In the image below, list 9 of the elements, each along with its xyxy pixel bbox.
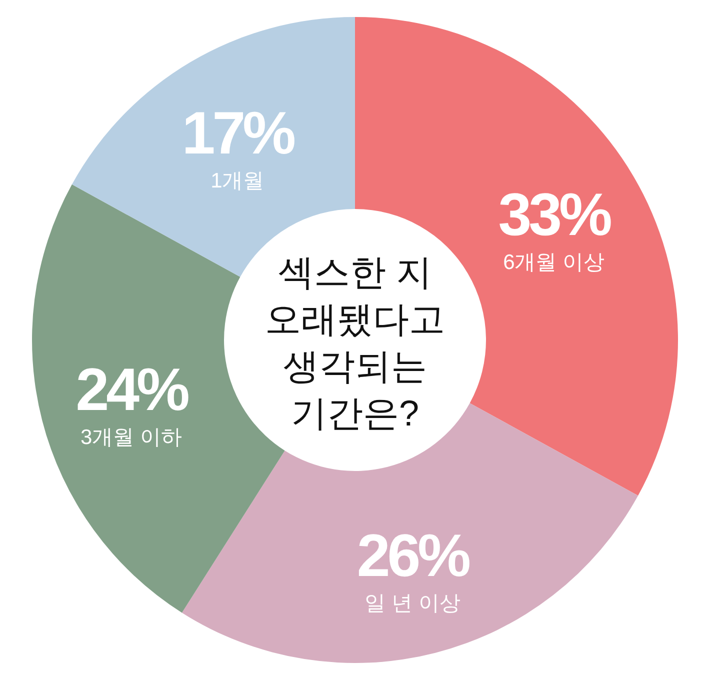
data-label: 26% bbox=[356, 522, 470, 590]
data-label: 33% bbox=[498, 180, 612, 248]
slice-label: 1개월 bbox=[210, 170, 264, 193]
text: 섹스한 지 오래됐다고 생각되는 기간은? bbox=[265, 251, 445, 433]
data-label: 24% bbox=[76, 356, 188, 423]
data-label: 17% bbox=[182, 100, 295, 167]
slice-label: 일 년 이상 bbox=[364, 592, 460, 616]
slice-label: 3개월 이하 bbox=[80, 426, 182, 449]
slice-label: 6개월 이상 bbox=[503, 250, 605, 274]
